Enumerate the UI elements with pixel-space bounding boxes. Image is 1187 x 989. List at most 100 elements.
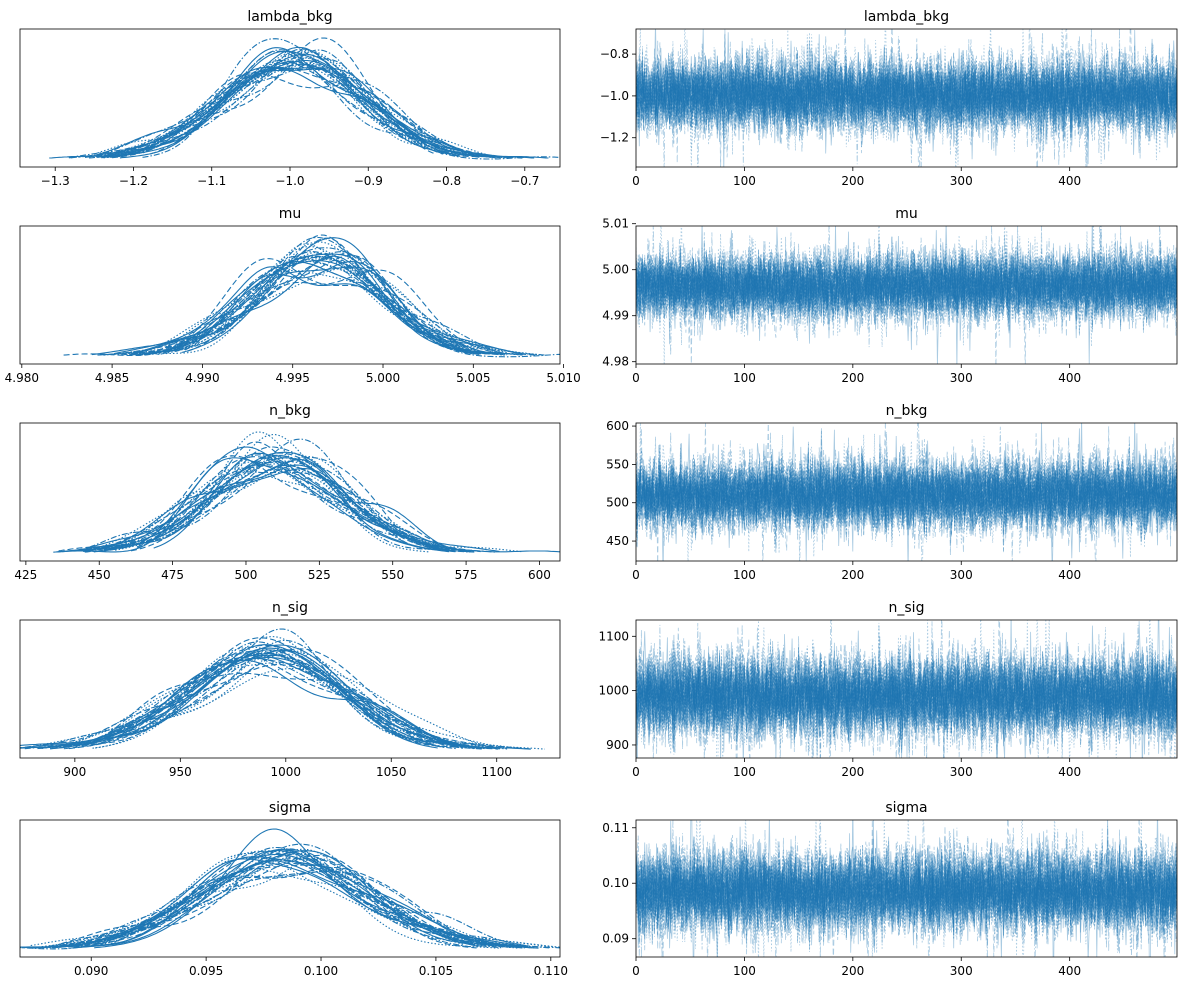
trace-chain-line — [636, 36, 1177, 139]
kde-chain-line — [73, 866, 492, 948]
kde-chain-line — [83, 451, 445, 552]
kde-chain-line — [98, 653, 532, 750]
trace-chain-line — [636, 642, 1177, 749]
trace-chain-line — [636, 230, 1177, 329]
trace-chain-line — [636, 36, 1177, 165]
kde-chain-line — [170, 254, 469, 353]
trace-chain-line — [636, 820, 1177, 957]
trace-chain-line — [636, 239, 1177, 348]
x-tick-label: 400 — [1058, 765, 1081, 779]
trace-chain-line — [636, 226, 1177, 335]
trace-chain-line — [636, 43, 1177, 167]
trace-chain-line — [636, 627, 1177, 758]
x-tick-label: 400 — [1058, 964, 1081, 978]
x-tick-label: −0.8 — [432, 174, 461, 188]
trace-chain-line — [636, 426, 1177, 561]
trace-chain-line — [636, 620, 1177, 758]
kde-chain-line — [184, 256, 468, 354]
trace-chain-line — [636, 820, 1177, 953]
kde-panel-sigma: sigma 0.090 0.095 0.100 0.105 0.110 — [19, 800, 568, 978]
kde-chain-line — [148, 252, 492, 355]
trace-chain-line — [636, 443, 1177, 548]
axes-frame — [635, 225, 1178, 365]
kde-chain-line — [143, 255, 496, 356]
x-tick-label: 300 — [950, 174, 973, 188]
trace-chain-line — [636, 226, 1177, 341]
trace-chain-line — [636, 820, 1177, 957]
subplot-title: mu — [895, 206, 918, 222]
kde-chain-line — [82, 460, 496, 553]
trace-chain-line — [636, 831, 1177, 957]
kde-chain-line — [99, 434, 430, 553]
trace-chain-line — [636, 640, 1177, 753]
trace-chain-line — [636, 226, 1177, 364]
kde-series-lambda-bkg — [49, 37, 560, 160]
x-tick-label: 950 — [169, 765, 192, 779]
x-tick-label: 400 — [1058, 568, 1081, 582]
kde-chain-line — [137, 258, 500, 356]
kde-panel-n-bkg: n_bkg 425 450 475 500 525 550 575 600 — [14, 403, 561, 582]
x-tick-label: 525 — [308, 568, 331, 582]
trace-chain-line — [636, 430, 1177, 561]
kde-chain-line — [111, 256, 560, 358]
trace-chain-line — [636, 820, 1177, 957]
kde-series-sigma — [20, 828, 560, 950]
trace-chain-line — [636, 835, 1177, 957]
x-tick-label: 1000 — [271, 765, 302, 779]
trace-chain-line — [636, 839, 1177, 957]
kde-chain-line — [86, 438, 422, 552]
trace-chain-line — [636, 820, 1177, 957]
y-tick-label: 550 — [606, 457, 629, 471]
trace-chain-line — [636, 820, 1177, 957]
trace-chain-line — [636, 237, 1177, 338]
y-tick-label: 0.11 — [602, 821, 629, 835]
kde-chain-line — [121, 269, 503, 356]
kde-chain-line — [96, 457, 436, 552]
trace-chain-line — [636, 227, 1177, 364]
trace-chain-line — [636, 828, 1177, 957]
kde-chain-line — [89, 465, 434, 552]
kde-chain-line — [46, 857, 560, 948]
y-tick-label: 0.10 — [602, 876, 629, 890]
x-tick-label: 100 — [733, 964, 756, 978]
x-tick-label: 200 — [841, 174, 864, 188]
x-tick-label: 100 — [733, 765, 756, 779]
kde-chain-line — [20, 870, 521, 950]
x-tick-label: 200 — [841, 765, 864, 779]
kde-chain-line — [139, 251, 487, 356]
kde-chain-line — [51, 628, 493, 749]
kde-chain-line — [93, 67, 513, 159]
trace-chain-line — [636, 238, 1177, 337]
trace-chain-line — [636, 29, 1177, 150]
trace-series-sigma — [636, 820, 1177, 957]
trace-chain-line — [636, 834, 1177, 942]
x-tick-label: −1.3 — [41, 174, 70, 188]
kde-chain-line — [130, 456, 416, 552]
trace-chain-line — [636, 226, 1177, 338]
trace-chain-line — [636, 423, 1177, 561]
trace-chain-line — [636, 621, 1177, 758]
trace-chain-line — [636, 29, 1177, 146]
x-tick-label: 0 — [632, 964, 640, 978]
kde-series-n-bkg — [53, 431, 560, 553]
trace-chain-line — [636, 621, 1177, 754]
trace-chain-line — [636, 437, 1177, 553]
trace-chain-line — [636, 440, 1177, 547]
axes-frame — [19, 422, 561, 562]
y-tick-label: 450 — [606, 534, 629, 548]
subplot-title: mu — [279, 206, 302, 222]
x-tick-label: 575 — [455, 568, 478, 582]
trace-chain-line — [636, 40, 1177, 167]
trace-chain-line — [636, 35, 1177, 167]
kde-chain-line — [88, 59, 473, 159]
trace-chain-line — [636, 32, 1177, 167]
trace-chain-line — [636, 826, 1177, 957]
kde-chain-line — [65, 653, 507, 749]
trace-chain-line — [636, 643, 1177, 758]
kde-chain-line — [58, 850, 500, 949]
trace-panel-mu: mu 0 100 200 300 400 4.98 4.99 5.00 5.01 — [602, 206, 1178, 385]
trace-chain-line — [636, 638, 1177, 750]
kde-chain-line — [85, 639, 475, 749]
trace-panel-n-sig: n_sig 0 100 200 300 400 900 1000 1100 — [598, 600, 1178, 779]
kde-chain-line — [70, 48, 560, 160]
